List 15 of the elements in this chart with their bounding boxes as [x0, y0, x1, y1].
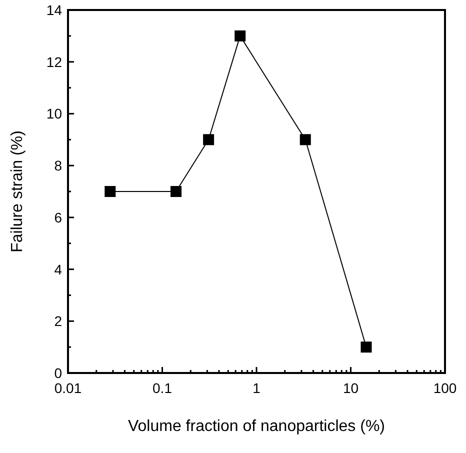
y-tick-label: 8: [54, 158, 62, 174]
y-tick-label: 0: [54, 365, 62, 381]
y-tick-label: 6: [54, 209, 62, 226]
y-tick-label: 14: [46, 2, 62, 18]
x-tick-label: 100: [433, 380, 457, 396]
x-tick-label: 1: [252, 380, 261, 396]
y-tick-label: 10: [46, 106, 62, 122]
y-tick-label: 12: [46, 54, 62, 70]
x-axis-title: Volume fraction of nanoparticles (%): [128, 418, 386, 435]
x-tick-label: 0.1: [152, 380, 172, 396]
y-tick-label: 2: [54, 313, 62, 330]
x-tick-label: 0.01: [54, 380, 82, 396]
y-tick-label: 4: [54, 261, 62, 278]
y-axis-title: Failure strain (%): [9, 130, 26, 252]
x-tick-label: 10: [342, 380, 359, 396]
